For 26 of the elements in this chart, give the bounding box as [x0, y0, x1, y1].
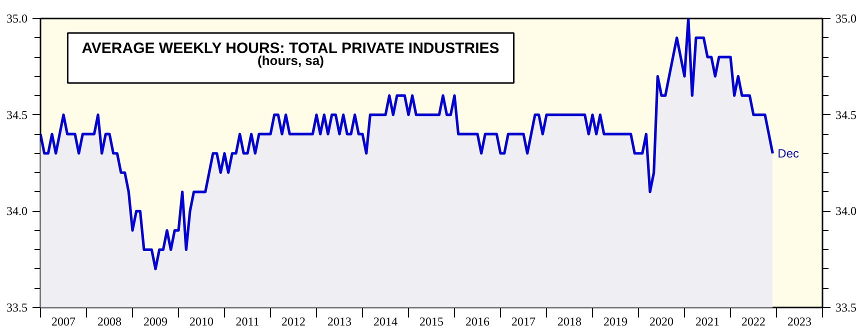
x-tick-label: 2019 [604, 314, 628, 328]
x-tick-label: 2017 [512, 314, 536, 328]
y-tick-label: 33.5 [6, 300, 28, 314]
y-tick-label: 34.5 [6, 108, 28, 122]
y-tick-label: 34.0 [6, 204, 28, 218]
y-tick-label: 35.0 [6, 12, 28, 26]
x-tick-label: 2012 [282, 314, 306, 328]
x-tick-label: 2016 [466, 314, 490, 328]
x-tick-label: 2015 [420, 314, 444, 328]
x-tick-label: 2009 [144, 314, 168, 328]
y2-tick-label: 34.5 [836, 108, 856, 122]
x-tick-label: 2022 [742, 314, 766, 328]
x-tick-label: 2008 [98, 314, 122, 328]
x-tick-label: 2023 [788, 314, 812, 328]
y2-tick-label: 34.0 [836, 204, 856, 218]
x-tick-label: 2018 [558, 314, 582, 328]
x-tick-label: 2010 [190, 314, 214, 328]
x-tick-label: 2013 [328, 314, 352, 328]
x-tick-label: 2021 [696, 314, 720, 328]
x-tick-label: 2007 [52, 314, 76, 328]
x-tick-label: 2011 [236, 314, 260, 328]
y2-tick-label: 35.0 [836, 12, 856, 26]
y2-tick-label: 33.5 [836, 300, 856, 314]
x-tick-label: 2020 [650, 314, 674, 328]
x-tick-label: 2014 [374, 314, 398, 328]
annotation: Dec [778, 146, 800, 160]
